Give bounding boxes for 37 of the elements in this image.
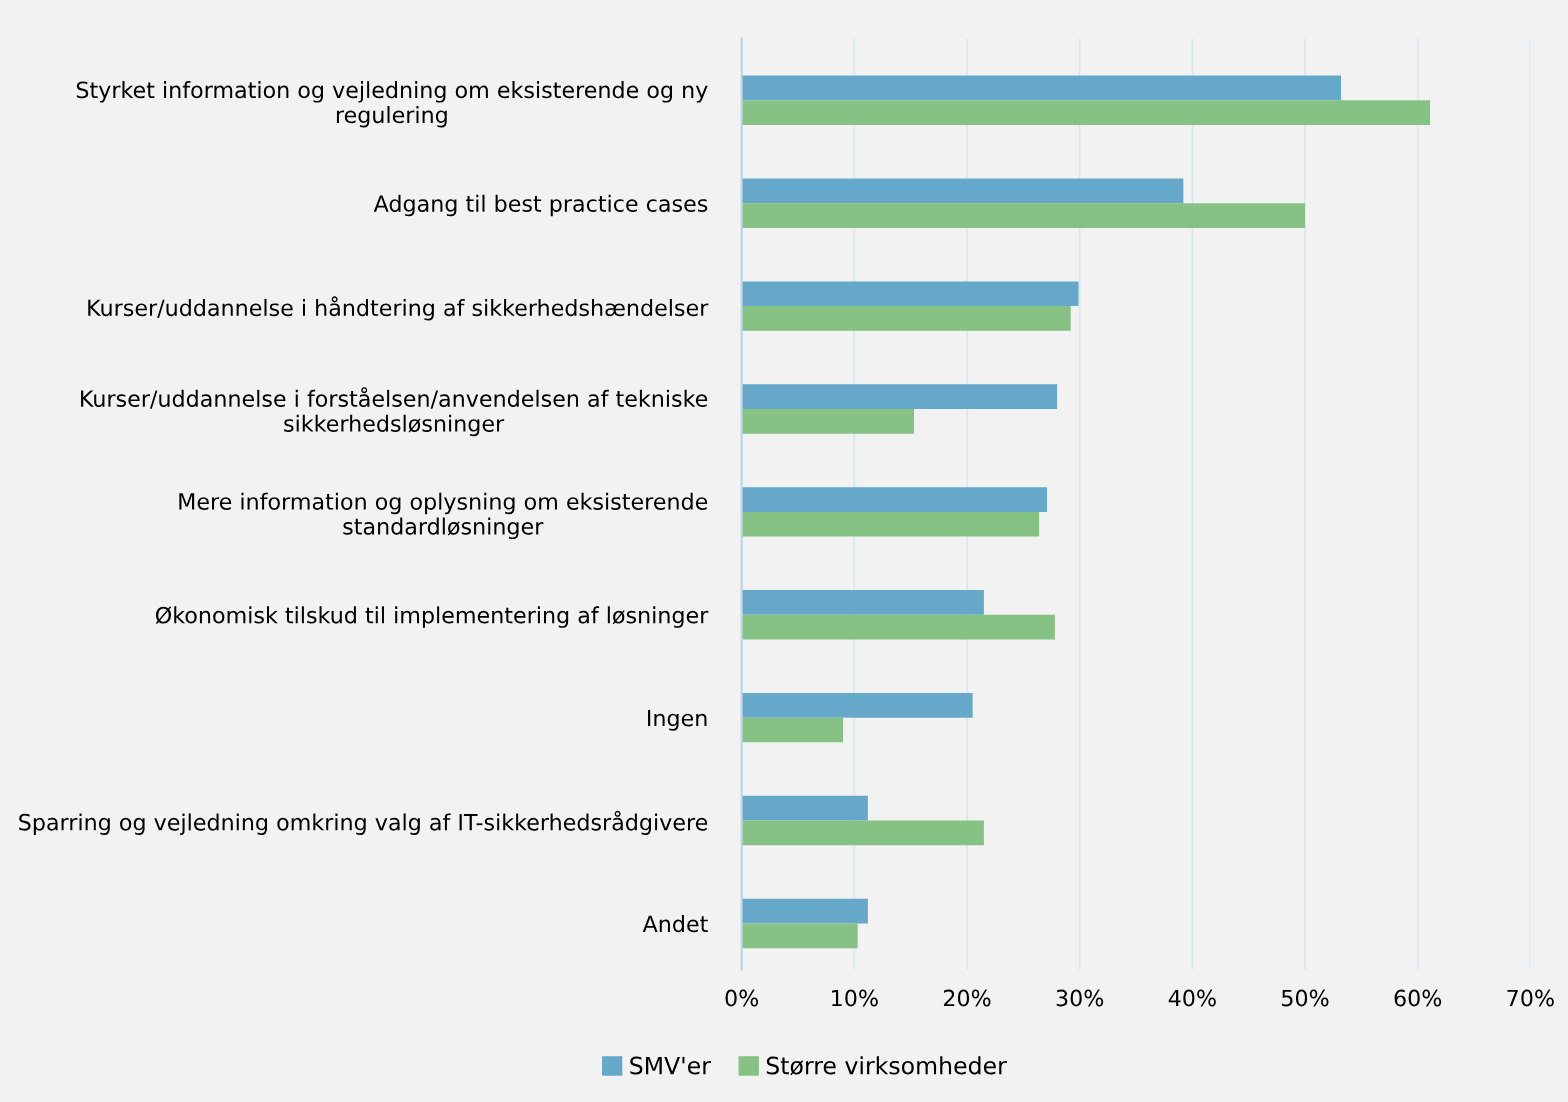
y-tick-label: Økonomisk tilskud til implementering af løsninger bbox=[155, 606, 709, 628]
legend-label: Større virksomheder bbox=[766, 1056, 1007, 1076]
bar bbox=[741, 692, 973, 718]
bar bbox=[741, 203, 1306, 228]
x-tick-label: 50% bbox=[1282, 989, 1329, 1007]
bar bbox=[741, 820, 984, 846]
bar bbox=[741, 590, 984, 615]
y-tick-label: Sparring og vejledning omkring valg af IT-sikkerhedsrådgivere bbox=[19, 810, 708, 835]
y-tick-label: Styrket information og vejledning om eksisterende og ny regulering bbox=[76, 81, 708, 128]
x-tick-label: 30% bbox=[1056, 989, 1104, 1007]
bar bbox=[741, 100, 1431, 125]
y-tick-label: Kurser/uddannelse i forståelsen/anvendelsen af tekniske sikkerhedsløsninger bbox=[81, 387, 708, 437]
x-tick-label: 40% bbox=[1168, 989, 1216, 1007]
bar bbox=[741, 487, 1048, 512]
bar bbox=[741, 795, 868, 821]
x-tick-label: 0% bbox=[725, 989, 759, 1007]
bar bbox=[741, 717, 844, 743]
bar bbox=[741, 75, 1342, 101]
bar bbox=[741, 306, 1071, 331]
legend-label: SMV'er bbox=[630, 1056, 711, 1075]
x-tick-label: 10% bbox=[832, 989, 878, 1007]
y-tick-label: Andet bbox=[642, 915, 708, 933]
x-tick-label: 70% bbox=[1507, 989, 1554, 1007]
bar bbox=[741, 923, 858, 949]
bar bbox=[741, 614, 1055, 640]
y-tick-label: Mere information og oplysning om eksisterende standardløsninger bbox=[179, 492, 708, 540]
bar bbox=[741, 281, 1079, 307]
bar bbox=[741, 408, 915, 434]
bar bbox=[741, 178, 1184, 204]
x-tick-label: 20% bbox=[943, 989, 991, 1007]
bar bbox=[741, 898, 868, 924]
bar bbox=[741, 511, 1040, 537]
y-tick-label: Adgang til best practice cases bbox=[373, 194, 708, 217]
x-tick-label: 60% bbox=[1394, 989, 1442, 1007]
bar bbox=[741, 384, 1058, 409]
y-tick-label: Ingen bbox=[648, 709, 707, 731]
y-tick-label: Kurser/uddannelse i håndtering af sikkerhedshændelser bbox=[88, 296, 709, 321]
